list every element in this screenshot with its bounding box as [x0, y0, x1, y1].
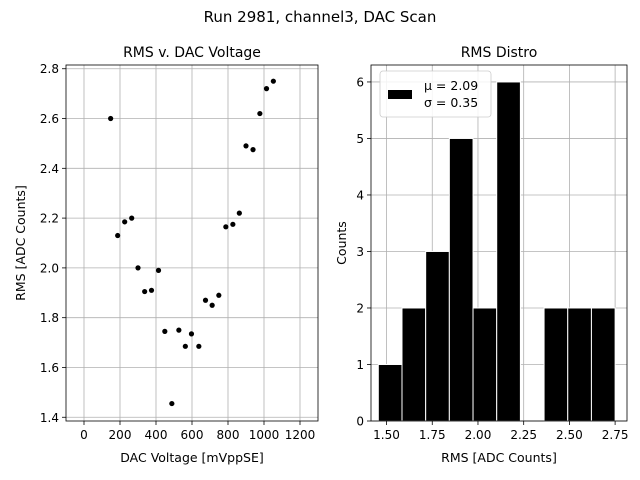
x-tick-label: 0 — [80, 428, 88, 442]
scatter-point — [129, 215, 135, 221]
histogram-bar — [567, 307, 592, 422]
x-tick-label: 200 — [109, 428, 132, 442]
scatter-point — [202, 297, 209, 303]
histogram-ticks: 1.50 1.75 2.00 2.25 2.50 2.75 0 1 2 3 4 5 6 — [356, 75, 628, 442]
histogram-bar — [543, 307, 569, 422]
y-tick-label: 2.4 — [40, 162, 59, 176]
histogram-frame — [370, 64, 628, 422]
scatter-point — [270, 78, 276, 84]
scatter-point — [169, 400, 175, 407]
legend-box — [379, 70, 492, 118]
y-tick-label: 1.6 — [40, 361, 59, 375]
x-tick-label: 800 — [217, 428, 240, 442]
histogram-bar — [448, 137, 474, 422]
scatter-point — [243, 143, 249, 149]
y-tick-label: 6 — [356, 75, 364, 89]
scatter-point — [108, 115, 114, 122]
histogram-title: RMS Distro — [461, 45, 538, 61]
x-tick-label: 400 — [145, 428, 168, 442]
scatter-point — [122, 219, 128, 225]
scatter-point — [188, 331, 195, 337]
x-tick-label: 600 — [181, 428, 204, 442]
y-tick-label: 5 — [356, 132, 364, 146]
scatter-point — [230, 221, 236, 227]
histogram-bar — [590, 307, 616, 422]
scatter-point — [250, 147, 256, 153]
histogram-panel: RMS Distro 1.50 1.75 2.00 2.25 2.50 2.75 0 1 2 3 4… — [334, 45, 628, 465]
scatter-point — [182, 343, 188, 349]
scatter-point — [176, 327, 182, 333]
y-tick-label: 4 — [356, 188, 364, 202]
x-tick-label: 2.25 — [510, 428, 537, 442]
histogram-bar — [496, 81, 521, 422]
histogram-y-axis-label: Counts — [334, 221, 349, 265]
legend-sigma-label: σ = 0.35 — [424, 95, 478, 110]
scatter-point — [257, 110, 263, 117]
y-tick-label: 3 — [356, 245, 364, 259]
scatter-point — [263, 86, 270, 92]
scatter-point — [155, 267, 162, 273]
scatter-point — [209, 302, 215, 308]
y-tick-label: 0 — [356, 415, 364, 429]
histogram-x-axis-label: RMS [ADC Counts] — [441, 450, 557, 465]
y-tick-label: 1.4 — [40, 411, 59, 425]
x-tick-label: 1.75 — [419, 428, 446, 442]
y-tick-label: 1 — [356, 358, 364, 372]
x-tick-label: 2.75 — [602, 428, 629, 442]
scatter-point — [142, 288, 148, 295]
scatter-x-axis-label: DAC Voltage [mVppSE] — [120, 450, 263, 465]
scatter-point — [148, 287, 155, 293]
scatter-point — [135, 265, 141, 271]
y-tick-label: 2.8 — [40, 62, 59, 76]
scatter-ticks: 0 200 400 600 800 1000 1200 1.4 1.6 1.8 2.0 2.2 2.4 2… — [40, 62, 315, 442]
histogram-bar — [472, 307, 498, 422]
scatter-y-axis-label: RMS [ADC Counts] — [13, 185, 28, 301]
scatter-panel: RMS v. DAC Voltage 0 200 400 600 800 1000 1200… — [13, 45, 319, 465]
scatter-point — [223, 224, 229, 230]
scatter-point — [236, 210, 242, 216]
scatter-grid — [66, 65, 318, 421]
x-tick-label: 1.50 — [373, 428, 400, 442]
histogram-bar — [425, 250, 450, 422]
scatter-point — [162, 328, 168, 334]
scatter-point — [216, 292, 222, 298]
y-tick-label: 2.0 — [40, 261, 59, 275]
scatter-points — [108, 78, 276, 407]
x-tick-label: 2.50 — [556, 428, 583, 442]
scatter-title: RMS v. DAC Voltage — [123, 45, 261, 61]
x-tick-label: 2.00 — [465, 428, 492, 442]
histogram-legend: μ = 2.09 σ = 0.35 — [379, 70, 492, 118]
y-tick-label: 1.8 — [40, 311, 59, 325]
y-tick-label: 2 — [356, 301, 364, 315]
figure-title: Run 2981, channel3, DAC Scan — [204, 8, 437, 26]
histogram-bar — [377, 363, 403, 422]
legend-swatch — [388, 90, 412, 99]
y-tick-label: 2.6 — [40, 112, 59, 126]
scatter-point — [115, 232, 121, 239]
legend-mean-label: μ = 2.09 — [424, 78, 478, 93]
scatter-point — [196, 343, 202, 349]
histogram-bar — [401, 307, 427, 422]
histogram-bars — [377, 81, 616, 422]
x-tick-label: 1000 — [249, 428, 280, 442]
y-tick-label: 2.2 — [40, 212, 59, 226]
x-tick-label: 1200 — [285, 428, 316, 442]
